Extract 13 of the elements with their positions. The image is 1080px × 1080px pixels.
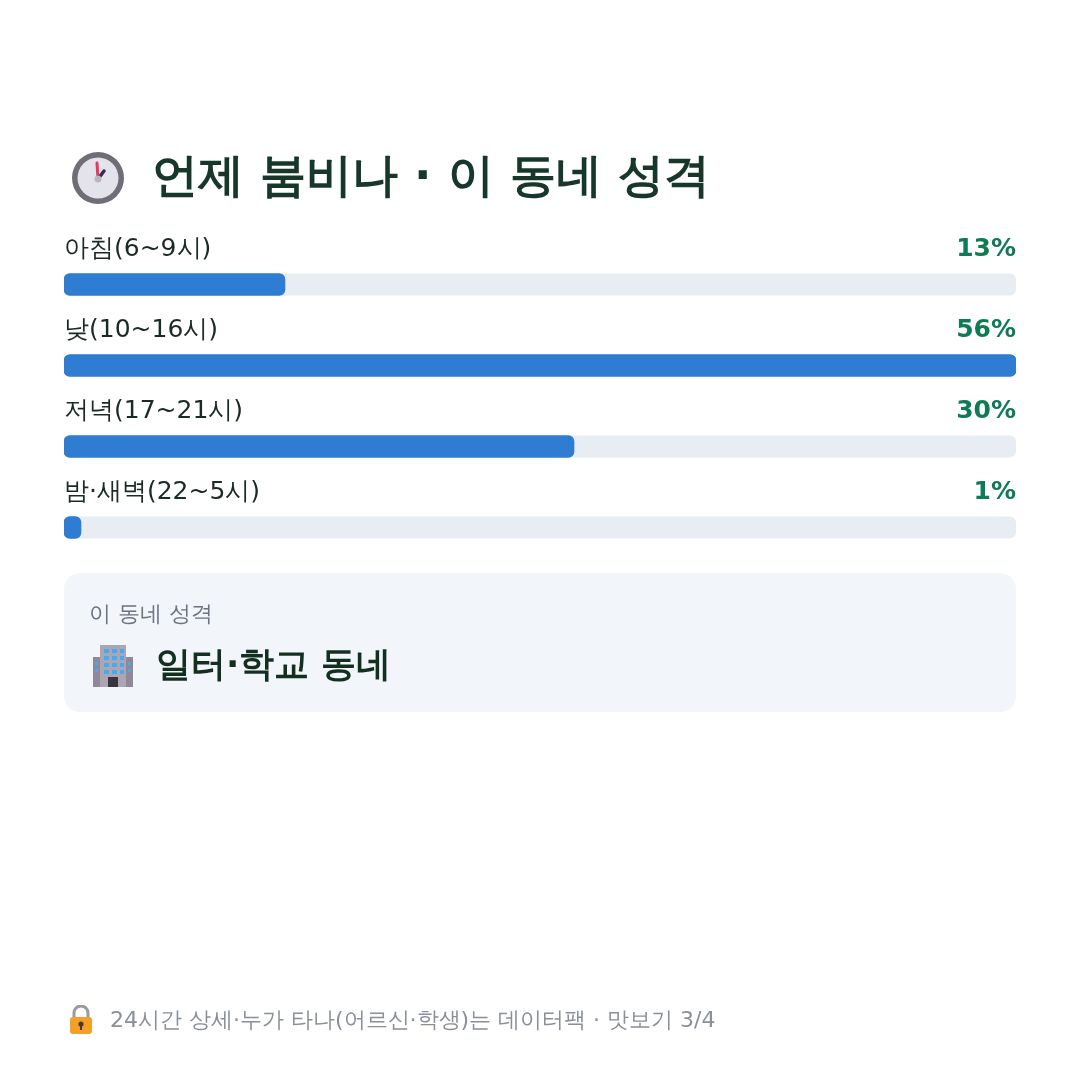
text: 일터·학교 동네: [156, 643, 392, 686]
text: 24시간 상세·누가 타나(어르신·학생)는 데이터팩 · 맛보기 3/4: [110, 1006, 716, 1034]
y-tick-label: 아침(6~9시): [64, 233, 212, 262]
text: 이 동네 성격: [89, 600, 213, 628]
data-label: 56%: [956, 314, 1016, 343]
chart-title: 언제 붐비나 · 이 동네 성격: [152, 147, 710, 204]
bar: [64, 273, 286, 296]
y-tick-label: 낮(10~16시): [64, 314, 219, 343]
data-label: 1%: [973, 476, 1016, 505]
y-tick-label: 저녁(17~21시): [64, 395, 244, 424]
y-tick-label: 밤·새벽(22~5시): [64, 476, 261, 505]
data-label: 13%: [956, 233, 1016, 262]
data-label: 30%: [956, 395, 1016, 424]
